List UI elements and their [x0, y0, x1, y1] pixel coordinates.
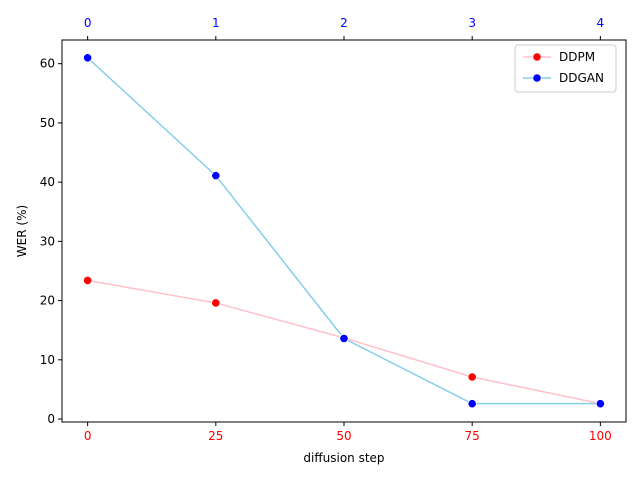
top-tick-label: 1 [212, 16, 220, 30]
x-tick-label: 100 [589, 429, 612, 443]
data-point-ddpm [211, 298, 221, 308]
y-axis: 0 10 20 30 40 50 60 [40, 57, 62, 426]
top-tick-label: 3 [468, 16, 476, 30]
y-tick-label: 30 [40, 234, 55, 248]
x-axis-label: diffusion step [303, 451, 384, 465]
top-tick-label: 0 [84, 16, 92, 30]
y-tick-label: 10 [40, 353, 55, 367]
y-tick-label: 50 [40, 116, 55, 130]
legend: DDPM DDGAN [514, 44, 617, 93]
y-tick-label: 60 [40, 57, 55, 71]
data-point-ddgan [339, 333, 349, 344]
bottom-x-axis: 0 25 50 75 100 [84, 422, 612, 443]
series-line-ddgan [87, 57, 601, 405]
y-tick-label: 0 [47, 412, 55, 426]
data-point-ddgan [595, 399, 605, 409]
legend-entry-ddgan: DDGAN [523, 71, 604, 85]
plot-frame [61, 39, 627, 423]
x-tick-label: 25 [208, 429, 223, 443]
legend-marker [532, 52, 542, 62]
data-point-ddpm [83, 275, 93, 286]
legend-label: DDPM [559, 50, 595, 64]
series-layer [83, 53, 605, 409]
legend-entry-ddpm: DDPM [523, 50, 595, 64]
top-tick-label: 4 [597, 16, 605, 30]
x-tick-label: 75 [465, 429, 480, 443]
y-tick-label: 40 [40, 175, 55, 189]
legend-marker [532, 73, 542, 83]
data-point-ddgan [211, 171, 221, 181]
x-tick-label: 50 [336, 429, 351, 443]
legend-label: DDGAN [559, 71, 604, 85]
top-x-axis: 0 1 2 3 4 [84, 16, 604, 40]
data-point-ddpm [467, 372, 477, 382]
data-point-ddgan [467, 399, 477, 409]
x-tick-label: 0 [84, 429, 92, 443]
y-axis-label: WER (%) [15, 205, 29, 257]
data-point-ddgan [83, 53, 93, 63]
y-tick-label: 20 [40, 294, 55, 308]
top-tick-label: 2 [340, 16, 348, 30]
